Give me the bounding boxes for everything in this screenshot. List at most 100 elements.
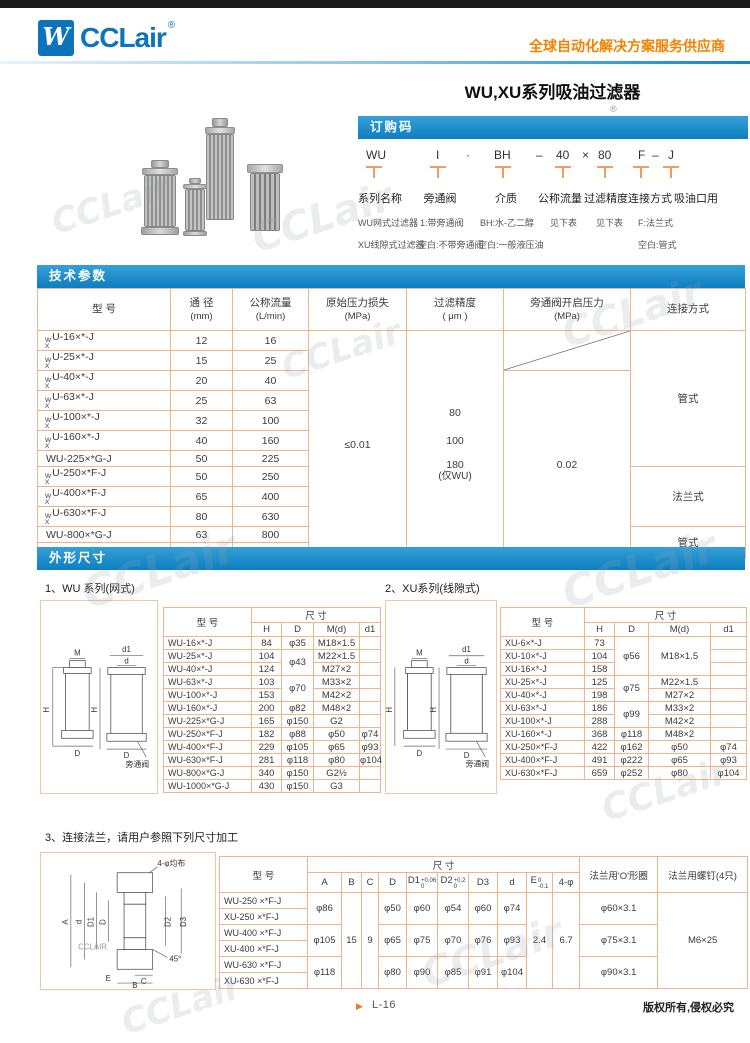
table-cell <box>709 701 748 715</box>
box: 100 <box>446 434 464 447</box>
order-tick <box>597 166 613 178</box>
wu-caption: 1、WU 系列(网式) <box>45 583 135 595</box>
text <box>502 168 504 178</box>
table-cell: 84 <box>251 636 282 650</box>
table-cell: 50 <box>170 450 233 467</box>
svg-rect <box>106 732 147 742</box>
filter-element-small <box>182 178 208 236</box>
table-row: WU-16×*-J 84 φ35 M18×1.5 <box>163 636 382 650</box>
text <box>670 168 672 178</box>
dim-label: D <box>417 749 423 758</box>
table-row: W X U-250×*F-J 50 250 法兰式 <box>37 466 746 527</box>
table-cell: G2 <box>313 714 360 728</box>
table-header-cell: d1 <box>358 622 382 637</box>
table-row: WU-160×*-J 200 φ82 M48×2 <box>163 701 382 715</box>
table-cell: 2.4 <box>526 892 553 989</box>
table-cell: 368 <box>584 727 615 741</box>
box <box>250 173 280 231</box>
table-cell: WU-630 ×*F-J <box>219 956 308 973</box>
dim-label: H <box>90 707 99 713</box>
text: X <box>45 519 50 526</box>
table-cell: 25 <box>232 350 309 371</box>
dim-label: D <box>124 751 130 760</box>
table-cell: φ150 <box>281 779 314 793</box>
table-header-cell: 型 号 <box>500 607 585 637</box>
table-row: 型 号 通 径 (mm) 公称流量 (L/min) 原始压力损失 (MPa) 过滤精度… <box>37 288 746 331</box>
table-cell <box>358 714 382 728</box>
table-cell: W X U-400×*F-J <box>37 486 171 507</box>
diagonal-line <box>504 331 630 370</box>
table-cell: WU-63×*-J <box>163 675 252 689</box>
table-cell: 229 <box>251 740 282 754</box>
table-cell: φ86 <box>307 892 342 925</box>
svg-rect <box>63 667 92 674</box>
table-cell: M27×2 <box>313 662 360 676</box>
table-cell: 法兰式 <box>630 466 746 527</box>
table-cell: 32 <box>170 410 233 431</box>
table-row: 型 号 尺 寸 法兰用'O'形圈 法兰用螺钉(4只) <box>219 856 749 893</box>
box: 80 <box>449 406 461 419</box>
table-cell: WU-800×*G-J <box>37 526 171 543</box>
table-cell: φ252 <box>614 766 649 780</box>
table-header-cell: D <box>281 622 314 637</box>
table-cell <box>358 662 382 676</box>
text: X <box>45 443 50 450</box>
table-header-cell: D2 +0.2 0 <box>437 872 469 893</box>
table-header-cell: B <box>341 872 362 893</box>
wu-table: 型 号尺 寸 H D M(d) d1 WU-16×*-J 84 φ35 M18×1.5 WU… <box>163 607 382 793</box>
table-cell: 73 <box>584 636 615 650</box>
table-header-cell: E 0 -0.1 <box>526 872 553 893</box>
table-cell: φ65 <box>648 753 711 767</box>
svg-rect <box>403 730 436 739</box>
text: X <box>45 403 50 410</box>
table-cell: XU-10×*-J <box>500 649 585 663</box>
table-cell: φ35 <box>281 636 314 650</box>
table-header-cell: M(d) <box>648 622 711 637</box>
text: +0.2 <box>453 878 466 884</box>
table-cell: WU-630×*F-J <box>163 753 252 767</box>
dim-label: D3 <box>179 916 188 927</box>
table-cell: WU-250×*F-J <box>163 727 252 741</box>
order-token: BH <box>494 148 511 162</box>
order-label: 旁通阀 <box>423 193 457 205</box>
order-tick <box>633 166 649 178</box>
table-cell: XU-250 ×*F-J <box>219 908 308 925</box>
table-cell: φ91 <box>468 956 498 989</box>
box: ( μm ) <box>442 310 468 322</box>
header-slogan: 全球自动化解决方案服务供应商 <box>529 38 725 54</box>
table-row: WU-400 ×*F-J φ105 φ65 φ75 φ70 φ76 φ93 φ7… <box>219 924 748 957</box>
svg-line <box>137 741 147 758</box>
table-cell: XU-630 ×*F-J <box>219 972 308 989</box>
table-cell: φ50 <box>313 727 360 741</box>
text: X <box>45 363 50 370</box>
logo: W CCLair ® <box>38 20 175 56</box>
box <box>141 227 179 235</box>
text: W <box>45 397 52 404</box>
table-cell: 50 <box>170 466 233 487</box>
table-cell: 12 <box>170 330 233 351</box>
table-cell: φ118 <box>307 956 342 989</box>
table-cell: XU-400 ×*F-J <box>219 940 308 957</box>
table-cell: φ90×3.1 <box>579 956 659 989</box>
table-header-cell: 法兰用'O'形圈 <box>579 856 659 893</box>
box <box>142 168 178 175</box>
table-row: WU-630×*F-J 281 φ118 φ80 φ104 <box>163 753 382 767</box>
order-note: 空白:一般液压油 <box>478 240 544 250</box>
dim-label: D <box>98 919 107 925</box>
table-cell: φ75 <box>406 924 438 957</box>
order-token: · <box>466 148 470 162</box>
table-cell: M48×2 <box>648 727 711 741</box>
order-note: BH:水-乙二醇 <box>480 218 535 228</box>
table-cell: WU-250 ×*F-J <box>219 892 308 909</box>
table-cell: XU-63×*-J <box>500 701 585 715</box>
box <box>206 134 234 220</box>
table-row: XU-25×*-J 125 φ75 M22×1.5 <box>500 675 748 702</box>
table-cell: 80 100 180 (仅WU) <box>406 330 504 559</box>
table-cell <box>709 649 748 663</box>
table-row: H D M(d) d1 <box>164 622 382 637</box>
table-row: WU-630 ×*F-J φ118 φ80 φ90 φ85 φ91 φ104 φ… <box>219 956 748 989</box>
table-row: XU-10×*-J 104 <box>500 649 748 663</box>
